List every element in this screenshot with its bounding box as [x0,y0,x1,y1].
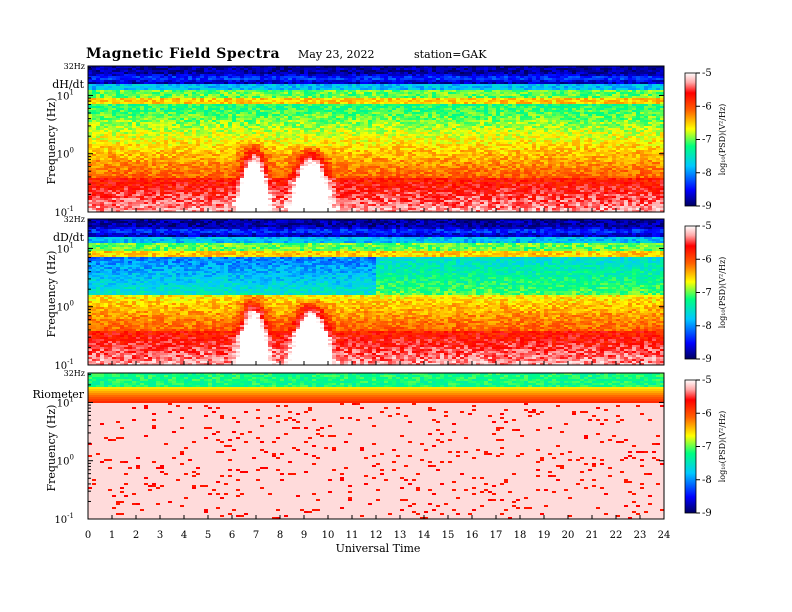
y-axis-label: Frequency (Hz) [45,98,58,185]
y-top-label: 32Hz [64,62,85,71]
colorbar-tick-label: -6 [702,101,712,112]
x-tick-label: 3 [157,530,163,541]
y-axis-label: Frequency (Hz) [45,405,58,492]
colorbar-tick-label: -8 [702,168,712,179]
colorbar-tick-label: -9 [702,354,712,365]
x-tick-label: 12 [370,530,383,541]
x-axis: 0 1 2 3 4 5 6 7 8 9 10 11 12 13 14 15 16 17 18 19 20 21 22 23 24 [85,530,671,541]
x-tick-label: 15 [442,530,455,541]
figure-title: Magnetic Field Spectra [86,46,280,62]
y-tick-label: 10-1 [54,512,74,526]
y-top-label: 32Hz [64,215,85,224]
x-tick-label: 7 [253,530,259,541]
y-axis-label: Frequency (Hz) [45,251,58,338]
panel-label: Riometer [32,388,84,401]
figure-date: May 23, 2022 [298,48,375,61]
x-tick-label: 9 [301,530,307,541]
colorbar-tick-label: -5 [702,375,712,386]
x-tick-label: 10 [322,530,335,541]
spectrogram-1 [88,66,664,212]
colorbar-tick-label: -9 [702,201,712,212]
y-tick-label: 101 [57,395,74,409]
colorbar-tick-label: -9 [702,508,712,519]
colorbar-label: log₁₀(PSD)(V²/Hz) [718,257,727,329]
colorbar-tick-label: -7 [702,442,712,453]
x-tick-label: 14 [418,530,431,541]
colorbar-tick-label: -5 [702,68,712,79]
x-tick-label: 6 [229,530,235,541]
x-tick-label: 20 [562,530,575,541]
x-tick-label: 13 [394,530,407,541]
colorbar [684,225,697,360]
x-tick-label: 16 [466,530,479,541]
colorbar [684,379,697,514]
y-tick-label: 10-1 [54,358,74,372]
spectrogram-2 [88,219,664,365]
x-tick-label: 0 [85,530,91,541]
panel-label: dD/dt [53,231,85,244]
x-tick-label: 1 [109,530,115,541]
y-tick-label: 100 [57,454,74,468]
colorbar-tick-label: -5 [702,221,712,232]
x-tick-label: 8 [277,530,283,541]
figure-station: station=GAK [414,48,487,61]
spectrogram-3 [88,373,664,519]
y-tick-label: 100 [57,147,74,161]
colorbar [684,72,697,207]
colorbar-label: log₁₀(PSD)(V²/Hz) [718,104,727,176]
y-tick-label: 101 [57,241,74,255]
colorbar-tick-label: -7 [702,135,712,146]
x-tick-label: 11 [346,530,359,541]
y-top-label: 32Hz [64,369,85,378]
colorbar-label: log₁₀(PSD)(V²/Hz) [718,411,727,483]
x-tick-label: 18 [514,530,527,541]
x-tick-label: 22 [610,530,623,541]
x-tick-label: 21 [586,530,599,541]
x-tick-label: 24 [658,530,671,541]
x-tick-label: 4 [181,530,187,541]
colorbar-tick-label: -8 [702,321,712,332]
x-tick-label: 17 [490,530,503,541]
colorbar-tick-label: -6 [702,408,712,419]
x-axis-label: Universal Time [336,542,421,555]
panel-label: dH/dt [52,78,84,91]
colorbar-tick-label: -8 [702,475,712,486]
x-tick-label: 19 [538,530,551,541]
y-tick-label: 10-1 [54,205,74,219]
x-tick-label: 2 [133,530,139,541]
y-tick-label: 100 [57,300,74,314]
x-tick-label: 5 [205,530,211,541]
y-tick-label: 101 [57,88,74,102]
x-tick-label: 23 [634,530,647,541]
colorbar-tick-label: -7 [702,288,712,299]
colorbar-tick-label: -6 [702,254,712,265]
